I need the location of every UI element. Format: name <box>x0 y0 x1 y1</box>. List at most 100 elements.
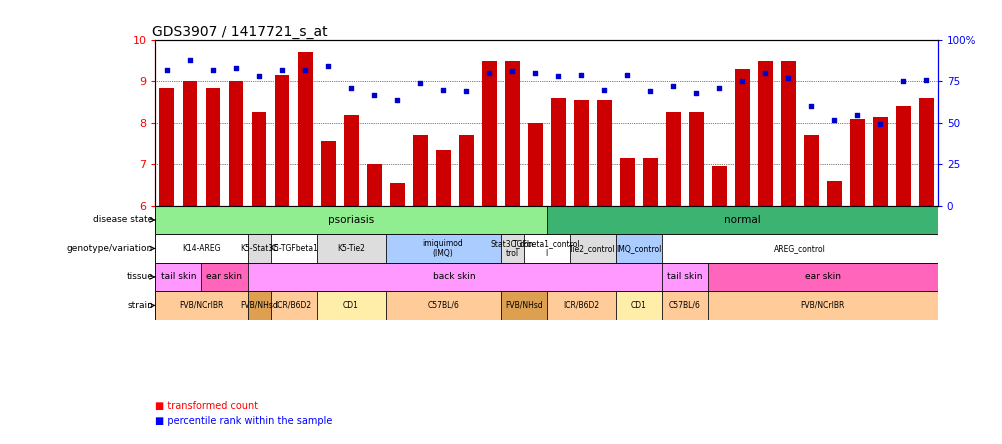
Text: K5-Stat3C: K5-Stat3C <box>239 244 278 253</box>
Text: imiquimod
(IMQ): imiquimod (IMQ) <box>422 239 463 258</box>
Bar <box>573 100 588 206</box>
Bar <box>205 87 220 206</box>
Point <box>687 89 703 96</box>
Text: FVB/NHsd: FVB/NHsd <box>239 301 278 310</box>
Bar <box>321 142 336 206</box>
Text: ICR/B6D2: ICR/B6D2 <box>562 301 598 310</box>
Bar <box>201 263 247 291</box>
Text: FVB/NCrIBR: FVB/NCrIBR <box>800 301 844 310</box>
Text: tail skin: tail skin <box>666 273 701 281</box>
Text: Stat3C_con
trol: Stat3C_con trol <box>490 239 533 258</box>
Text: tissue: tissue <box>126 273 153 281</box>
Text: TGFbeta1_control
l: TGFbeta1_control l <box>512 239 580 258</box>
Point <box>710 84 726 91</box>
Text: tail skin: tail skin <box>160 273 196 281</box>
Point <box>389 96 405 103</box>
Bar <box>642 158 657 206</box>
Bar <box>271 234 317 263</box>
Point <box>435 86 451 93</box>
Bar <box>615 234 661 263</box>
Point <box>641 88 657 95</box>
Bar <box>803 135 818 206</box>
Bar <box>615 291 661 320</box>
Point <box>297 66 313 73</box>
Point <box>872 121 888 128</box>
Text: K5-TGFbeta1: K5-TGFbeta1 <box>269 244 318 253</box>
Bar <box>707 291 937 320</box>
Text: FVB/NCrIBR: FVB/NCrIBR <box>179 301 223 310</box>
Bar <box>619 158 634 206</box>
Bar <box>247 263 661 291</box>
Bar <box>385 291 500 320</box>
Point <box>227 64 243 71</box>
Point <box>549 73 565 80</box>
Bar <box>661 263 707 291</box>
Bar <box>481 61 496 206</box>
Bar <box>504 61 519 206</box>
Point <box>366 91 382 98</box>
Point <box>158 66 174 73</box>
Bar <box>661 291 707 320</box>
Point <box>481 70 497 77</box>
Bar <box>247 291 271 320</box>
Text: K14-AREG: K14-AREG <box>182 244 220 253</box>
Bar <box>872 117 887 206</box>
Bar <box>317 291 385 320</box>
Bar <box>155 206 546 234</box>
Bar <box>271 291 317 320</box>
Bar <box>458 135 473 206</box>
Bar <box>596 100 611 206</box>
Text: disease state: disease state <box>93 215 153 225</box>
Bar <box>569 234 615 263</box>
Text: psoriasis: psoriasis <box>328 215 374 225</box>
Bar <box>849 119 864 206</box>
Bar <box>366 164 381 206</box>
Point <box>757 70 773 77</box>
Text: AREG_control: AREG_control <box>773 244 825 253</box>
Point <box>204 66 220 73</box>
Point <box>733 78 749 85</box>
Bar <box>252 112 267 206</box>
Bar <box>182 81 197 206</box>
Bar <box>344 115 358 206</box>
Point <box>572 71 588 78</box>
Text: back skin: back skin <box>433 273 475 281</box>
Bar <box>435 150 450 206</box>
Point <box>618 71 634 78</box>
Bar <box>661 234 937 263</box>
Point <box>895 78 911 85</box>
Bar <box>317 234 385 263</box>
Text: C57BL/6: C57BL/6 <box>668 301 700 310</box>
Point <box>250 73 267 80</box>
Bar <box>527 123 542 206</box>
Bar <box>385 234 500 263</box>
Text: K5-Tie2: K5-Tie2 <box>337 244 365 253</box>
Bar <box>155 291 247 320</box>
Bar <box>228 81 243 206</box>
Point <box>803 103 819 110</box>
Text: ear skin: ear skin <box>804 273 840 281</box>
Text: ICR/B6D2: ICR/B6D2 <box>276 301 312 310</box>
Point <box>826 116 842 123</box>
Bar <box>895 106 910 206</box>
Bar <box>523 234 569 263</box>
Text: ear skin: ear skin <box>206 273 242 281</box>
Text: normal: normal <box>723 215 760 225</box>
Point <box>181 56 197 63</box>
Bar <box>826 181 841 206</box>
Point <box>343 84 359 91</box>
Bar <box>707 263 937 291</box>
Bar <box>500 234 523 263</box>
Text: ■ percentile rank within the sample: ■ percentile rank within the sample <box>155 416 333 426</box>
Point <box>320 63 336 70</box>
Point <box>849 111 865 118</box>
Text: C57BL/6: C57BL/6 <box>427 301 459 310</box>
Bar <box>412 135 427 206</box>
Bar <box>665 112 680 206</box>
Text: IMQ_control: IMQ_control <box>615 244 660 253</box>
Text: FVB/NHsd: FVB/NHsd <box>504 301 542 310</box>
Bar <box>275 75 290 206</box>
Bar <box>155 234 247 263</box>
Bar <box>389 183 404 206</box>
Bar <box>159 87 174 206</box>
